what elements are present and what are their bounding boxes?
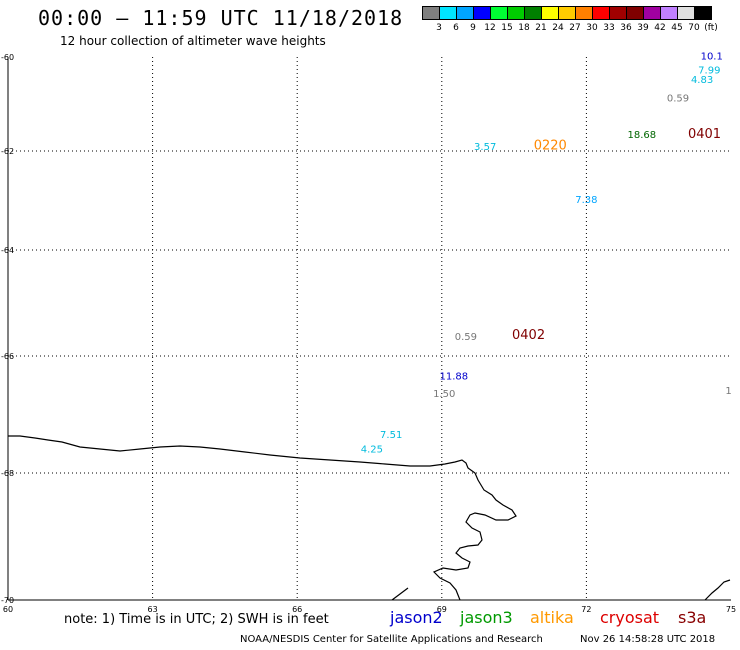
legend-item-jason3: jason3 — [460, 608, 513, 627]
wave-height-value: 7.38 — [575, 195, 597, 206]
longitude-label: 66 — [292, 605, 302, 614]
legend-item-cryosat: cryosat — [600, 608, 660, 627]
color-scale-label: 15 — [501, 23, 513, 33]
wave-height-value: 0.59 — [455, 332, 477, 343]
color-swatch — [694, 6, 712, 20]
generated-timestamp: Nov 26 14:58:28 UTC 2018 — [580, 634, 716, 645]
latitude-label: -64 — [1, 246, 14, 255]
legend-item-jason2: jason2 — [390, 608, 443, 627]
latitude-label: -68 — [1, 469, 14, 478]
latitude-label: -60 — [1, 53, 14, 62]
color-scale-label: 6 — [453, 23, 459, 33]
color-scale-label: 9 — [470, 23, 476, 33]
color-scale-label: 42 — [654, 23, 666, 33]
color-scale-label: 12 — [484, 23, 496, 33]
color-scale-label: 45 — [671, 23, 683, 33]
credit-text: NOAA/NESDIS Center for Satellite Applica… — [240, 634, 543, 645]
wave-height-value: 7.51 — [380, 430, 402, 441]
coastline-fragment — [391, 587, 409, 601]
wave-height-value: 18.68 — [628, 130, 657, 141]
longitude-label: 60 — [3, 605, 13, 614]
wave-height-value: 1 — [725, 386, 731, 397]
longitude-label: 63 — [148, 605, 158, 614]
latitude-label: -66 — [1, 352, 14, 361]
color-scale-label: 36 — [620, 23, 632, 33]
color-scale-label: 33 — [603, 23, 615, 33]
longitude-label: 75 — [726, 605, 736, 614]
pass-time-label: 0401 — [688, 127, 721, 142]
map-title: 00:00 – 11:59 UTC 11/18/2018 — [38, 6, 404, 30]
color-scale-label: 21 — [535, 23, 547, 33]
color-scale-label: 27 — [569, 23, 581, 33]
color-scale-label: 3 — [436, 23, 442, 33]
wave-height-value: 11.88 — [440, 371, 469, 382]
pass-time-label: 0402 — [512, 328, 545, 343]
coastline-fragment — [704, 579, 731, 601]
color-scale-label: 18 — [518, 23, 530, 33]
wave-height-value: 10.1 — [701, 51, 723, 62]
pass-time-label: 0220 — [534, 139, 567, 154]
wave-height-value: 1.50 — [433, 389, 455, 400]
wave-height-value: 7.99 — [698, 65, 720, 76]
color-scale-label: 39 — [637, 23, 649, 33]
longitude-label: 72 — [581, 605, 591, 614]
wave-height-value: 4.25 — [361, 445, 383, 456]
wave-height-value: 4.83 — [691, 75, 713, 86]
legend-item-altika: altika — [530, 608, 574, 627]
wave-height-value: 3.57 — [474, 142, 496, 153]
longitude-label: 69 — [437, 605, 447, 614]
coastline — [8, 435, 517, 601]
color-scale-label: 24 — [552, 23, 564, 33]
color-scale-label: (ft) — [704, 23, 718, 33]
legend-item-s3a: s3a — [678, 608, 707, 627]
color-scale-label: 70 — [688, 23, 700, 33]
color-scale-bar — [422, 6, 712, 20]
latitude-label: -70 — [1, 596, 14, 605]
color-scale-label: 30 — [586, 23, 598, 33]
units-note: note: 1) Time is in UTC; 2) SWH is in fe… — [64, 612, 329, 627]
map-subtitle: 12 hour collection of altimeter wave hei… — [60, 34, 326, 48]
latitude-label: -62 — [1, 147, 14, 156]
wave-height-value: 0.59 — [667, 94, 689, 105]
